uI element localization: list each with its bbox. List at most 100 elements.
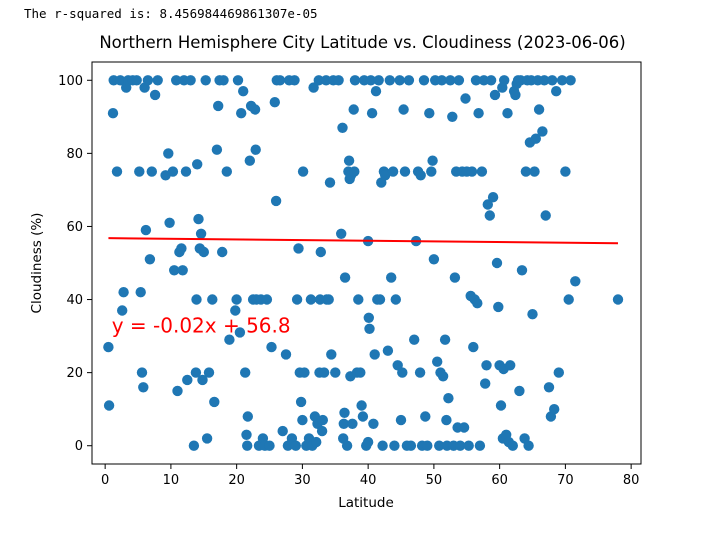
data-point xyxy=(356,400,367,411)
data-point xyxy=(362,436,374,448)
data-point xyxy=(480,378,491,389)
data-point xyxy=(131,75,142,86)
data-point xyxy=(355,367,366,378)
data-point xyxy=(190,367,202,378)
data-point xyxy=(176,243,187,254)
data-point xyxy=(171,75,182,86)
y-tick-label: 20 xyxy=(66,366,83,381)
data-point xyxy=(164,217,175,228)
data-point xyxy=(163,148,174,159)
data-point xyxy=(213,100,224,112)
x-axis-label: Latitude xyxy=(338,495,394,511)
plot-frame xyxy=(91,61,642,465)
data-point xyxy=(180,166,192,177)
data-point xyxy=(291,294,303,305)
data-point xyxy=(482,199,493,210)
data-point xyxy=(236,108,247,119)
data-point xyxy=(277,425,288,437)
data-point xyxy=(563,294,574,305)
data-point xyxy=(241,429,252,440)
x-axis-ticks: 0 10 20 30 40 50 60 70 80 xyxy=(101,464,639,488)
data-point xyxy=(551,86,562,97)
data-point xyxy=(493,301,504,313)
data-point xyxy=(299,367,310,378)
data-point xyxy=(409,334,420,345)
data-point xyxy=(330,367,341,378)
data-point xyxy=(349,166,360,177)
data-point xyxy=(103,400,115,411)
data-point xyxy=(201,433,213,444)
data-point xyxy=(458,422,470,433)
y-axis-ticks: 0 20 40 60 80 100 xyxy=(58,74,92,454)
data-point xyxy=(339,272,351,283)
data-point xyxy=(437,371,449,382)
data-point xyxy=(520,166,532,177)
data-point xyxy=(491,257,503,269)
data-point xyxy=(207,294,218,305)
regression-line xyxy=(108,237,618,245)
data-point xyxy=(135,287,146,298)
data-point xyxy=(377,440,388,451)
data-point xyxy=(297,166,309,177)
data-point xyxy=(380,170,391,181)
data-point xyxy=(540,210,551,221)
data-point xyxy=(473,108,484,119)
y-tick-label: 80 xyxy=(66,147,83,162)
data-point xyxy=(117,305,128,316)
data-point xyxy=(403,75,415,86)
data-point xyxy=(487,192,499,203)
data-point xyxy=(455,440,466,451)
data-point xyxy=(169,265,180,276)
data-point xyxy=(434,440,445,451)
data-point xyxy=(364,323,375,334)
data-point xyxy=(305,294,317,305)
data-point xyxy=(311,436,322,448)
data-point xyxy=(428,254,440,265)
data-point xyxy=(231,294,242,305)
data-point xyxy=(348,104,359,115)
data-point xyxy=(387,166,399,177)
data-point xyxy=(533,104,545,115)
data-point xyxy=(436,75,447,86)
data-point xyxy=(405,440,417,451)
data-point xyxy=(463,440,474,451)
data-point xyxy=(502,108,513,119)
y-tick-label: 40 xyxy=(66,293,83,308)
data-point xyxy=(389,440,400,451)
data-point xyxy=(466,166,478,177)
data-point xyxy=(217,246,228,258)
data-point xyxy=(185,75,196,86)
data-point xyxy=(333,75,344,86)
data-point xyxy=(182,374,193,386)
regression-equation: y = -0.02x + 56.8 xyxy=(112,313,291,337)
x-tick-label: 60 xyxy=(491,473,508,488)
console-output: The r-squared is: 8.456984469861307e-05 xyxy=(24,6,318,21)
data-point xyxy=(495,400,507,411)
data-point xyxy=(337,122,348,133)
data-point xyxy=(103,341,114,353)
data-points xyxy=(103,75,624,451)
regression-line-group xyxy=(108,237,618,245)
data-point xyxy=(565,75,576,86)
data-point xyxy=(177,265,188,276)
x-tick-label: 40 xyxy=(360,473,377,488)
data-point xyxy=(370,86,382,97)
data-point xyxy=(242,411,253,422)
data-point xyxy=(339,407,350,418)
data-point xyxy=(478,75,490,86)
data-point xyxy=(195,228,207,239)
data-point xyxy=(269,97,280,108)
data-point xyxy=(390,294,401,305)
data-point xyxy=(420,411,431,422)
data-point xyxy=(449,272,461,283)
data-point xyxy=(308,82,319,93)
data-point xyxy=(343,155,355,166)
data-point xyxy=(234,327,246,338)
x-tick-label: 20 xyxy=(228,473,245,488)
data-point xyxy=(441,414,452,426)
data-point xyxy=(264,440,275,451)
data-point xyxy=(193,213,204,225)
data-point xyxy=(349,75,361,86)
data-point xyxy=(447,111,458,123)
data-point xyxy=(118,287,129,298)
